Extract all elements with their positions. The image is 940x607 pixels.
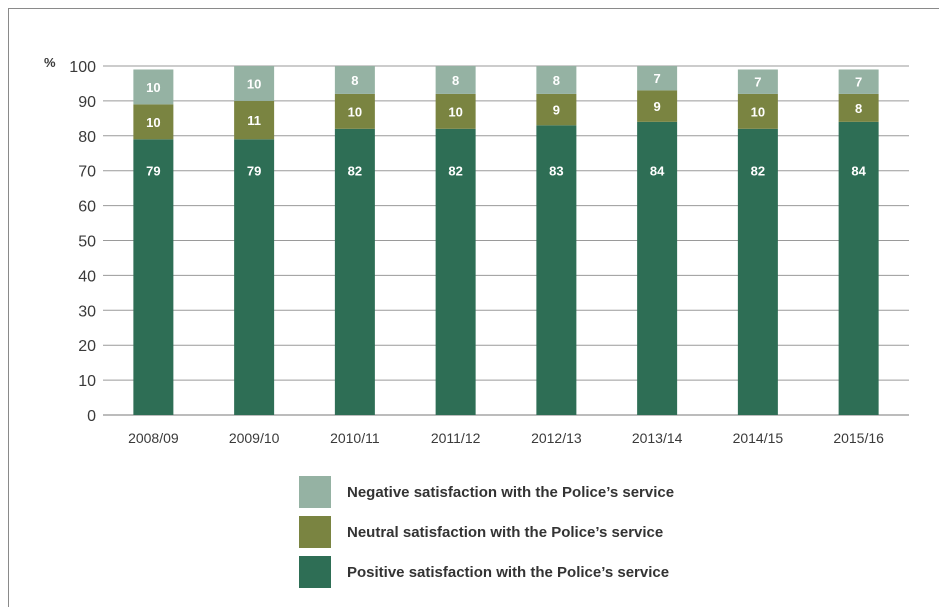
x-tick-label: 2015/16 (833, 430, 884, 446)
legend-swatch (299, 556, 331, 588)
y-tick-label: 80 (78, 129, 96, 146)
data-label: 83 (549, 164, 563, 179)
bar-segment (838, 93, 879, 122)
bar-segment (133, 104, 174, 140)
x-tick-label: 2011/12 (431, 430, 481, 446)
y-tick-label: 40 (78, 268, 96, 285)
data-label: 7 (654, 71, 661, 86)
data-label: 84 (851, 164, 866, 179)
bar-segment (737, 93, 778, 129)
bar-segment (536, 125, 577, 415)
bar-segment (234, 139, 275, 416)
y-tick-label: 30 (78, 303, 96, 320)
data-label: 11 (247, 113, 261, 128)
data-label: 10 (146, 80, 160, 95)
bar-segment (637, 66, 678, 91)
y-tick-label: 10 (78, 373, 96, 390)
y-tick-label: 70 (78, 164, 96, 181)
stacked-bar-chart: 791010791110821088210883988497821078487 … (44, 55, 909, 446)
x-tick-label: 2012/13 (531, 430, 582, 446)
bar-segment (637, 90, 678, 122)
legend-item: Negative satisfaction with the Police’s … (299, 476, 674, 508)
bar-segment (838, 121, 879, 415)
legend-item: Positive satisfaction with the Police’s … (299, 556, 674, 588)
data-label: 79 (146, 164, 160, 179)
bar-segment (536, 66, 577, 94)
x-tick-label: 2014/15 (733, 430, 784, 446)
data-label: 10 (348, 104, 362, 119)
legend-item: Neutral satisfaction with the Police’s s… (299, 516, 674, 548)
data-label: 10 (146, 115, 160, 130)
data-label: 10 (751, 104, 765, 119)
bar-segment (334, 66, 375, 94)
data-label: 8 (351, 73, 358, 88)
bar-segment (435, 93, 476, 129)
bar-segment (435, 66, 476, 94)
bar-segment (133, 139, 174, 416)
data-label: 10 (448, 104, 462, 119)
legend-swatch (299, 516, 331, 548)
data-label: 79 (247, 164, 261, 179)
bar-segment (234, 100, 275, 140)
data-label: 82 (348, 164, 362, 179)
data-label: 9 (654, 99, 661, 114)
data-label: 82 (751, 164, 765, 179)
y-axis-unit: % (44, 55, 56, 70)
data-label: 8 (855, 101, 862, 116)
bar-segment (737, 128, 778, 415)
bar-segment (234, 66, 275, 101)
bar-segment (334, 93, 375, 129)
y-axis-ticks: 0 10 20 30 40 50 60 70 80 90 100 (69, 59, 96, 425)
legend: Negative satisfaction with the Police’s … (299, 476, 674, 596)
data-label: 8 (452, 73, 459, 88)
bar-segment (536, 93, 577, 126)
data-label: 82 (448, 164, 462, 179)
bar-segment (334, 128, 375, 415)
data-label: 9 (553, 103, 560, 118)
data-label: 84 (650, 164, 665, 179)
legend-label: Positive satisfaction with the Police’s … (347, 563, 670, 581)
chart-frame (8, 8, 939, 607)
x-tick-label: 2008/09 (128, 430, 179, 446)
legend-label: Negative satisfaction with the Police’s … (347, 483, 675, 501)
data-label: 7 (855, 75, 862, 90)
x-tick-label: 2009/10 (229, 430, 280, 446)
data-label: 8 (553, 73, 560, 88)
bar-segment (737, 69, 778, 94)
bars: 79 10 10 79 11 10 82 10 8 82 10 8 83 9 8 84 9 7 82 10 7 84 8 7 (133, 66, 879, 416)
bar-segment (637, 121, 678, 415)
data-label: 10 (247, 76, 261, 91)
bar-segment (838, 69, 879, 94)
legend-label: Neutral satisfaction with the Police’s s… (347, 523, 664, 541)
y-tick-label: 90 (78, 94, 96, 111)
y-tick-label: 60 (78, 199, 96, 216)
y-tick-label: 20 (78, 338, 96, 355)
x-axis-ticks: 2008/09 2009/10 2010/11 2011/12 2012/13 2013/… (128, 430, 884, 446)
data-label: 7 (754, 75, 761, 90)
legend-swatch (299, 476, 331, 508)
y-tick-label: 0 (87, 408, 96, 425)
gridlines (103, 65, 909, 416)
bar-segment (435, 128, 476, 415)
bar-segment (133, 69, 174, 105)
y-tick-label: 50 (78, 234, 96, 251)
y-tick-label: 100 (69, 59, 96, 76)
x-tick-label: 2010/11 (330, 430, 380, 446)
x-tick-label: 2013/14 (632, 430, 683, 446)
